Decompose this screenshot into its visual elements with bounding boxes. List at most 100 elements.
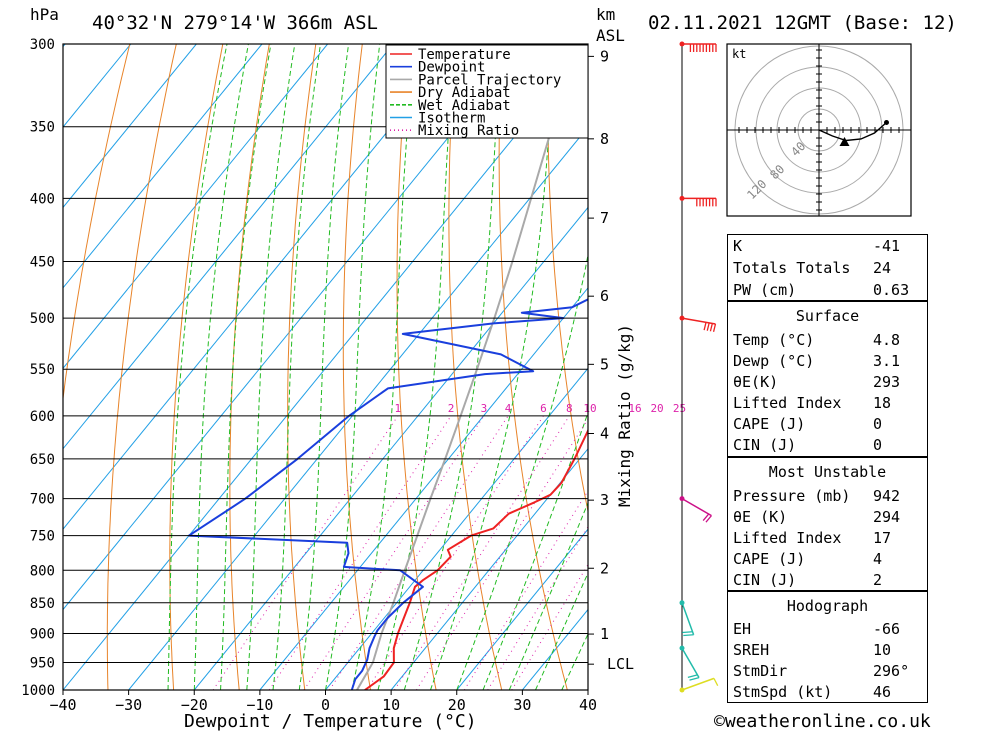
- dry-adiabat-line: [498, 44, 568, 690]
- hodograph-row: StmSpd (kt) 46: [733, 683, 892, 701]
- mixing-ratio-axis-title: Mixing Ratio (g/kg): [615, 324, 634, 507]
- datetime-title: 02.11.2021 12GMT (Base: 12): [648, 12, 957, 34]
- isotherm-line: [390, 447, 588, 690]
- pressure-tick-label: 1000: [21, 683, 55, 699]
- most-unstable-table: Most Unstable Pressure (mb) 942 θE (K) 294…: [727, 457, 928, 591]
- pressure-tick-label: 950: [30, 655, 55, 671]
- most-unstable-row: Pressure (mb) 942: [733, 487, 901, 505]
- mixing-ratio-label: 8: [566, 402, 573, 415]
- temp-tick-label: 30: [513, 696, 531, 714]
- temp-tick-label: 10: [382, 696, 400, 714]
- wind-barb-feather: [682, 631, 693, 634]
- indices-table: K -41 Totals Totals 24 PW (cm) 0.63: [727, 234, 928, 301]
- wind-barb-shaft: [681, 677, 715, 691]
- mixing-ratio-line: [394, 415, 570, 690]
- pressure-tick-label: 300: [30, 37, 55, 53]
- legend-box: [385, 44, 589, 139]
- legend-label: Dry Adiabat: [418, 85, 511, 101]
- pressure-tick-label: 850: [30, 596, 55, 612]
- wind-barb-feather: [706, 322, 710, 331]
- surface-row: CAPE (J) 0: [733, 415, 883, 433]
- pressure-tick-label: 600: [30, 409, 55, 425]
- wind-barb-shaft: [681, 317, 716, 325]
- mixing-ratio-label: 4: [505, 402, 512, 415]
- wind-barb-feather: [705, 515, 712, 523]
- altitude-tick-label: 5: [600, 355, 609, 373]
- wind-barb-feather: [687, 674, 698, 678]
- altitude-tick-label: 2: [600, 559, 609, 577]
- surface-row: CIN (J) 0: [733, 436, 883, 454]
- isotherm-line: [63, 44, 525, 611]
- mixing-ratio-label: 10: [583, 402, 596, 415]
- temp-tick-label: −10: [246, 696, 273, 714]
- altitude-tick-label: 3: [600, 491, 609, 509]
- pressure-tick-label: 550: [30, 362, 55, 378]
- wind-barbs: [679, 41, 719, 693]
- pressure-tick-label: 500: [30, 311, 55, 327]
- isotherm-line: [128, 126, 588, 690]
- wet-adiabat-line: [351, 44, 416, 690]
- hodograph-unit-label: kt: [732, 47, 746, 61]
- footer-credit: ©weatheronline.co.uk: [714, 711, 931, 732]
- pressure-tick-label: 450: [30, 255, 55, 271]
- hodograph-end-dot: [884, 120, 889, 125]
- altitude-tick-label: 9: [600, 47, 609, 65]
- mixing-ratio-line: [329, 415, 509, 690]
- dry-adiabat-line: [448, 44, 503, 690]
- temp-tick-label: 40: [579, 696, 597, 714]
- index-row: PW (cm) 0.63: [733, 281, 910, 299]
- isotherm-line: [63, 44, 132, 128]
- altitude-tick-label: 1: [600, 625, 609, 643]
- mixing-ratio-label: 3: [481, 402, 488, 415]
- wind-barb-shaft: [681, 602, 695, 636]
- isotherm-line: [63, 44, 460, 530]
- hodograph-table-title: Hodograph: [786, 597, 869, 615]
- index-row: Totals Totals 24: [733, 259, 892, 277]
- wet-adiabat-line: [220, 44, 272, 690]
- dry-adiabat-line: [595, 44, 699, 690]
- dry-adiabat-line: [63, 44, 131, 403]
- hodograph-row: EH -66: [733, 620, 901, 638]
- wind-barb-feather: [683, 634, 694, 637]
- pressure-tick-label: 700: [30, 492, 55, 508]
- temp-tick-label: −30: [115, 696, 142, 714]
- wind-barb-feather: [713, 678, 719, 687]
- isotherm-line: [325, 367, 588, 690]
- legend-label: Dewpoint: [418, 60, 485, 76]
- storm-motion-marker: [839, 137, 850, 146]
- temperature-line: [364, 428, 588, 690]
- legend-label: Wet Adiabat: [418, 98, 511, 114]
- surface-row: Temp (°C) 4.8: [733, 331, 901, 349]
- altitude-tick-label: 8: [600, 130, 609, 148]
- surface-title: Surface: [795, 307, 860, 325]
- wet-adiabat-line: [508, 501, 588, 690]
- wind-barb-feather: [709, 323, 713, 332]
- asl-label: ASL: [596, 26, 625, 45]
- location-title: 40°32'N 279°14'W 366m ASL: [92, 12, 378, 34]
- surface-row: θE(K) 293: [733, 373, 901, 391]
- wet-adiabat-line: [167, 44, 228, 690]
- hpa-label: hPa: [30, 5, 59, 24]
- surface-row: Dewp (°C) 3.1: [733, 352, 901, 370]
- legend-label: Isotherm: [418, 111, 485, 127]
- isotherm-line: [63, 45, 588, 690]
- wind-barb-feather: [712, 323, 717, 332]
- wind-barb-feather: [703, 322, 707, 331]
- isotherm-line: [456, 528, 588, 690]
- most-unstable-row: CIN (J) 2: [733, 571, 883, 589]
- legend-label: Temperature: [418, 47, 511, 63]
- altitude-tick-label: 4: [600, 425, 609, 443]
- isotherm-line: [63, 44, 329, 370]
- mixing-ratio-line: [268, 415, 452, 690]
- pressure-tick-label: 750: [30, 529, 55, 545]
- wind-barb-feather: [702, 513, 710, 521]
- x-axis-title: Dewpoint / Temperature (°C): [184, 711, 477, 732]
- most-unstable-row: Lifted Index 17: [733, 529, 892, 547]
- hodograph-row: StmDir 296°: [733, 662, 910, 680]
- most-unstable-title: Most Unstable: [768, 463, 887, 481]
- isotherm-line: [63, 44, 263, 289]
- wet-adiabat-line: [535, 571, 588, 690]
